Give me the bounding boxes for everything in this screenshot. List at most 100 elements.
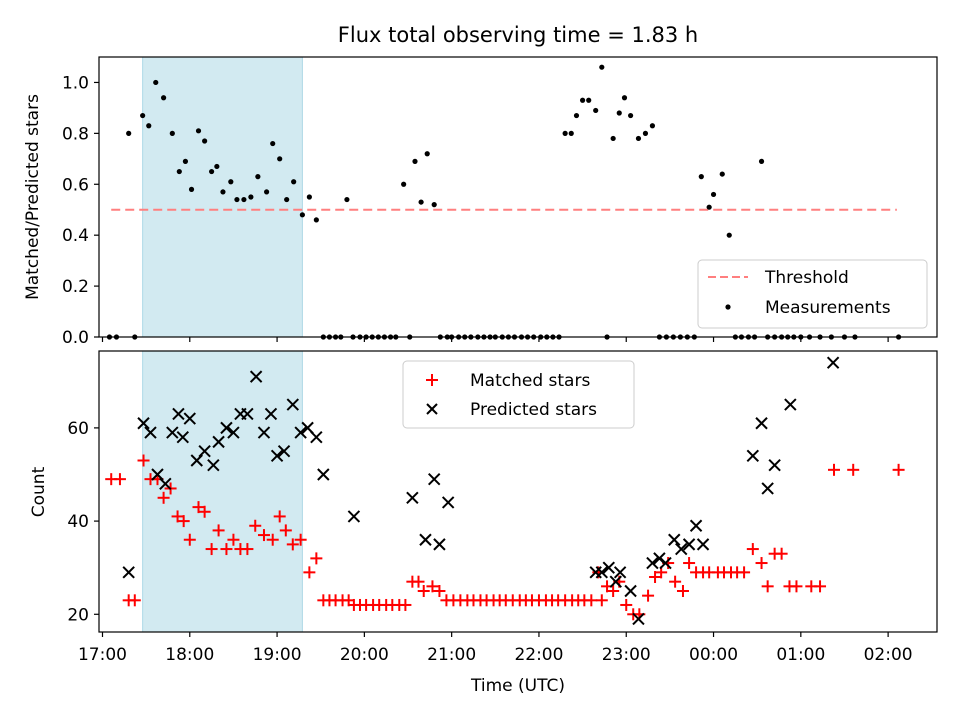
measurement-point	[313, 217, 319, 223]
measurement-point	[758, 158, 765, 164]
predicted-star-point	[602, 561, 615, 574]
bottom-y-tick-label: 20	[67, 605, 89, 625]
x-tick-label: 21:00	[427, 645, 476, 665]
matched-star-point	[294, 533, 307, 546]
predicted-star-point	[122, 566, 135, 579]
measurement-point	[642, 130, 649, 136]
predicted-star-point	[270, 449, 284, 463]
x-tick-label: 22:00	[514, 645, 563, 665]
predicted-star-point	[257, 426, 271, 439]
matched-star-point	[775, 547, 788, 560]
predicted-star-point	[317, 468, 330, 481]
predicted-star-point	[653, 552, 666, 565]
measurement-point	[726, 232, 732, 238]
measurement-point	[616, 110, 622, 116]
measurement-point	[176, 168, 182, 175]
x-tick-label: 23:00	[602, 645, 651, 665]
predicted-star-point	[682, 538, 696, 551]
measurement-point	[621, 95, 628, 101]
predicted-star-point	[441, 496, 455, 509]
matched-star-point	[198, 505, 211, 518]
predicted-star-point	[347, 510, 361, 523]
measurement-point	[241, 196, 247, 203]
predicted-star-point	[613, 566, 627, 579]
chart-title: Flux total observing time = 1.83 h	[338, 23, 698, 47]
bottom-axes-frame	[98, 350, 938, 633]
measurement-point	[264, 189, 270, 195]
measurement-point	[277, 156, 283, 162]
predicted-star-point	[668, 533, 681, 546]
top-legend-box	[697, 259, 928, 329]
measurement-point	[649, 123, 656, 129]
top-y-tick-label: 0.8	[62, 124, 89, 144]
predicted-star-point	[689, 519, 703, 532]
predicted-star-point	[609, 575, 622, 588]
matched-star-point	[827, 463, 840, 476]
matched-star-point	[417, 584, 430, 597]
matched-star-point	[212, 524, 225, 537]
measurement-point	[593, 107, 599, 114]
matched-star-point	[746, 543, 759, 556]
x-axis-label: Time (UTC)	[470, 676, 565, 696]
matched-star-point	[642, 589, 655, 602]
measurement-point	[188, 186, 195, 192]
x-tick-label: 00:00	[689, 645, 738, 665]
x-tick-label: 20:00	[340, 645, 389, 665]
matched-star-point	[683, 557, 696, 570]
predicted-star-point	[249, 370, 263, 383]
matched-star-point	[137, 454, 150, 467]
measurement-point	[635, 135, 642, 142]
measurement-point	[628, 112, 634, 119]
matched-star-point	[399, 598, 412, 611]
predicted-star-point	[310, 431, 323, 444]
matched-star-point	[676, 584, 689, 597]
measurement-point	[401, 181, 407, 187]
measurement-point	[706, 204, 712, 210]
predicted-star-point	[277, 444, 291, 458]
matched-star-point	[113, 473, 126, 486]
predicted-star-point	[675, 542, 688, 556]
measurement-point	[160, 95, 167, 101]
measurement-point	[562, 130, 568, 136]
matched-star-point	[433, 584, 446, 597]
matched-star-point	[620, 598, 633, 611]
predicted-star-point	[286, 398, 299, 411]
measurement-point	[299, 212, 305, 218]
matched-star-point	[279, 524, 292, 537]
predicted-star-point	[784, 398, 797, 411]
measurement-point	[568, 130, 574, 136]
top-y-tick-label: 0.2	[62, 277, 89, 297]
matched-star-point	[241, 543, 254, 556]
measurement-point	[228, 179, 234, 185]
bottom-legend-box	[402, 360, 635, 429]
matched-star-point	[814, 580, 827, 593]
matched-star-point	[303, 566, 316, 579]
measurement-point	[214, 163, 220, 170]
measurement-point	[169, 130, 175, 136]
predicted-star-point	[406, 491, 419, 504]
predicted-star-point	[183, 412, 196, 425]
top-shaded-region	[142, 56, 303, 338]
measurements-legend-label: Measurements	[765, 298, 891, 318]
measurements-legend-swatch	[725, 304, 731, 310]
predicted-star-point	[294, 426, 307, 439]
bottom-y-tick-label: 60	[67, 419, 89, 439]
top-y-tick-label: 0.4	[62, 226, 89, 246]
top-x-ticks	[101, 337, 889, 342]
predicted-star-point	[624, 584, 637, 598]
measurement-point	[698, 174, 704, 180]
measurement-point	[344, 196, 350, 203]
matched-star-point	[205, 543, 218, 556]
bottom-x-ticks: 17:00 18:00 19:00 20:00 21:00 22:00 23:00 00:00…	[78, 632, 913, 665]
matched-star-point	[649, 571, 662, 584]
predicted-star-point	[159, 477, 172, 491]
top-y-ticks: 0.0 0.2 0.4 0.6 0.8 1.0	[62, 73, 99, 348]
matched-star-point	[257, 529, 270, 542]
measurement-point	[270, 140, 276, 147]
measurement-point	[424, 151, 430, 157]
bottom-panel: 20 40 60 17:00 18:00 19:00 20:00 21:00 22:00 23:…	[29, 350, 938, 696]
measurement-point	[284, 196, 290, 203]
matched-star-point	[183, 533, 196, 546]
measurements-points	[106, 64, 902, 340]
